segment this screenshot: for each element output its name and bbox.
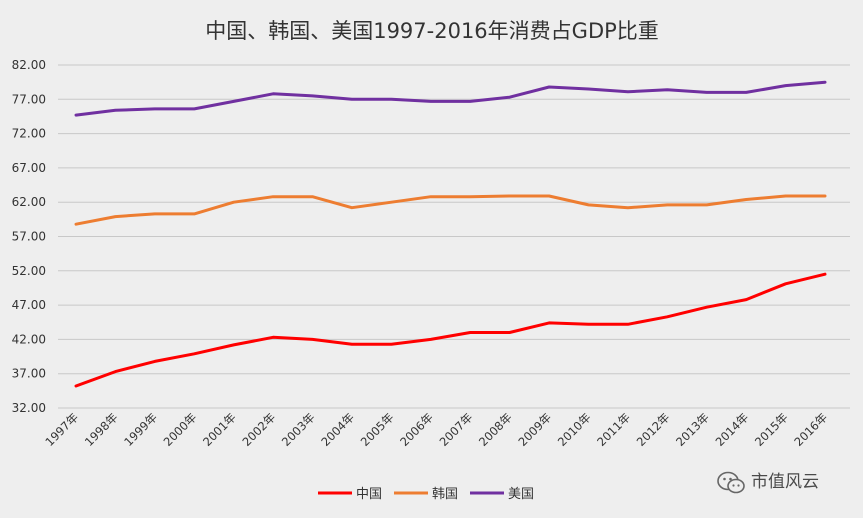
legend-label: 中国 bbox=[356, 487, 382, 502]
y-tick-label: 77.00 bbox=[12, 92, 46, 106]
x-tick-label: 2003年 bbox=[279, 410, 318, 449]
y-tick-label: 72.00 bbox=[12, 127, 46, 141]
x-tick-label: 2007年 bbox=[437, 410, 476, 449]
y-tick-label: 62.00 bbox=[12, 195, 46, 209]
x-tick-label: 2009年 bbox=[515, 410, 554, 449]
y-tick-label: 57.00 bbox=[12, 230, 46, 244]
x-tick-label: 2012年 bbox=[634, 410, 673, 449]
x-tick-label: 1998年 bbox=[82, 410, 121, 449]
y-tick-label: 67.00 bbox=[12, 161, 46, 175]
series-line-1 bbox=[74, 272, 827, 388]
y-tick-label: 52.00 bbox=[12, 264, 46, 278]
x-tick-label: 2015年 bbox=[752, 410, 791, 449]
x-tick-label: 2011年 bbox=[594, 410, 633, 449]
x-tick-label: 2005年 bbox=[358, 410, 397, 449]
legend-label: 韩国 bbox=[432, 487, 458, 502]
y-tick-label: 37.00 bbox=[12, 367, 46, 381]
x-tick-label: 2001年 bbox=[200, 410, 239, 449]
x-tick-label: 2014年 bbox=[713, 410, 752, 449]
wechat-icon bbox=[717, 471, 745, 494]
series-line-2 bbox=[74, 194, 827, 226]
chart-title: 中国、韩国、美国1997-2016年消费占GDP比重 bbox=[205, 19, 659, 43]
watermark-text: 市值风云 bbox=[751, 472, 819, 492]
legend-label: 美国 bbox=[508, 487, 534, 502]
y-tick-label: 47.00 bbox=[12, 298, 46, 312]
x-tick-label: 2000年 bbox=[161, 410, 200, 449]
y-tick-label: 42.00 bbox=[12, 332, 46, 346]
y-axis-ticks: 32.00 37.00 42.00 47.00 52.00 57.00 62.00 67.00… bbox=[12, 58, 46, 415]
x-tick-label: 2016年 bbox=[791, 410, 830, 449]
legend: 中国 韩国 美国 bbox=[318, 487, 534, 502]
x-tick-label: 2008年 bbox=[476, 410, 515, 449]
grid-layer bbox=[58, 64, 850, 409]
y-tick-label: 32.00 bbox=[12, 401, 46, 415]
y-tick-label: 82.00 bbox=[12, 58, 46, 72]
x-tick-label: 2010年 bbox=[555, 410, 594, 449]
x-tick-label: 1997年 bbox=[42, 410, 81, 449]
x-tick-label: 2002年 bbox=[239, 410, 278, 449]
x-tick-label: 1999年 bbox=[121, 410, 160, 449]
watermark: 市值风云 bbox=[717, 471, 819, 494]
x-tick-label: 2004年 bbox=[318, 410, 357, 449]
x-tick-label: 2013年 bbox=[673, 410, 712, 449]
x-tick-label: 2006年 bbox=[397, 410, 436, 449]
series-line-3 bbox=[74, 80, 827, 117]
series-layer bbox=[74, 80, 827, 388]
x-axis-ticks: 1997年 1998年 1999年 2000年 2001年 2002年 2003年 2004年… bbox=[42, 410, 830, 449]
